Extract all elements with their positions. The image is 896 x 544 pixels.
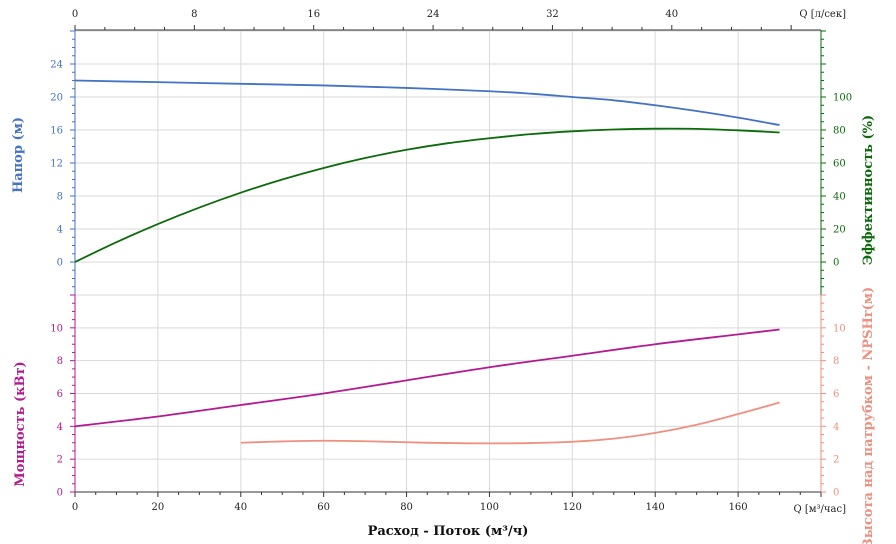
y-right-bottom-tick-label: 2 [833, 455, 839, 466]
y-left-bottom-tick-label: 6 [57, 389, 63, 400]
grid [74, 30, 822, 493]
y-left-top-tick-label: 8 [57, 192, 63, 203]
x-tick-label-bottom: 140 [646, 502, 665, 513]
x-tick-label-bottom: 120 [563, 502, 582, 513]
y-right-top-tick-label: 20 [833, 225, 846, 236]
axis-frame [74, 29, 822, 493]
y-right-bottom-tick-label: 6 [833, 389, 839, 400]
y-right-top-tick-label: 60 [833, 159, 846, 170]
x-unit-top: Q [л/сек] [799, 9, 846, 20]
y-right-title-top: Эффективность (%) [861, 115, 876, 265]
x-tick-label-bottom: 0 [72, 502, 78, 513]
y-right-top-tick-label: 100 [833, 93, 852, 104]
x-tick-label-bottom: 40 [234, 502, 247, 513]
x-tick-label-top: 16 [307, 9, 320, 20]
y-left-top-tick-label: 12 [50, 159, 63, 170]
y-left-bottom-tick-label: 2 [57, 455, 63, 466]
y-left-bottom-tick-label: 4 [57, 422, 63, 433]
y-left-top-tick-label: 16 [50, 126, 63, 137]
y-right-bottom-tick-label: 4 [833, 422, 839, 433]
y-left-bottom-tick-label: 0 [57, 488, 63, 499]
x-tick-label-top: 0 [72, 9, 78, 20]
y-left-top-tick-label: 20 [50, 93, 63, 104]
y-right-top-tick-label: 40 [833, 192, 846, 203]
y-right-top-tick-label: 80 [833, 126, 846, 137]
y-left-bottom-tick-label: 10 [50, 323, 63, 334]
y-left-top-tick-label: 24 [50, 60, 63, 71]
y-right-bottom-tick-label: 8 [833, 356, 839, 367]
y-left-title-bottom: Мощность (кВт) [13, 361, 28, 486]
x-tick-label-top: 8 [191, 9, 197, 20]
y-right-top-tick-label: 0 [833, 258, 839, 269]
x-tick-label-bottom: 160 [729, 502, 748, 513]
x-tick-label-top: 40 [665, 9, 678, 20]
x-tick-label-top: 32 [546, 9, 559, 20]
x-axis-title: Расход - Поток (м³/ч) [368, 524, 529, 539]
x-unit-bottom: Q [м³/час] [793, 504, 846, 515]
series-lines [74, 79, 780, 445]
x-tick-label-bottom: 100 [480, 502, 499, 513]
x-tick-label-bottom: 60 [317, 502, 330, 513]
top-series-0-line [74, 79, 780, 126]
x-tick-label-bottom: 20 [152, 502, 165, 513]
bottom-series-0-line [74, 328, 780, 428]
x-tick-label-bottom: 80 [400, 502, 413, 513]
x-tick-label-top: 24 [427, 9, 440, 20]
y-left-top-tick-label: 4 [57, 225, 63, 236]
y-left-title-top: Напор (м) [11, 117, 26, 193]
y-right-bottom-tick-label: 0 [833, 488, 839, 499]
top-series-1-line [74, 127, 780, 263]
tick-marks [70, 25, 826, 497]
y-right-title-bottom: Высота над патрубком - NPSHr(м) [861, 287, 876, 544]
y-right-bottom-tick-label: 10 [833, 323, 846, 334]
y-left-bottom-tick-label: 8 [57, 356, 63, 367]
bottom-series-1-line [240, 401, 780, 445]
y-left-top-tick-label: 0 [57, 258, 63, 269]
